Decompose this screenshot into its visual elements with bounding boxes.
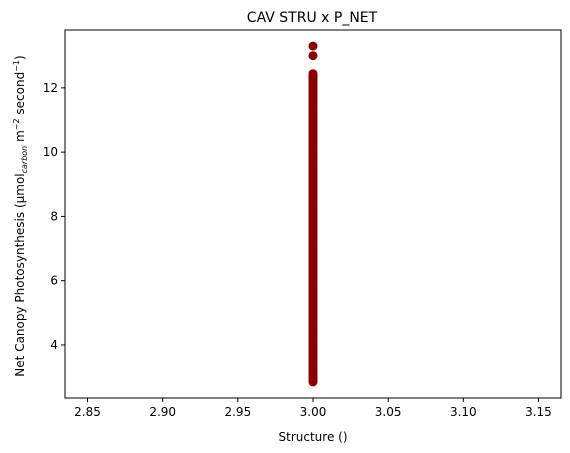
y-axis-title-close: ) (13, 55, 27, 60)
x-tick-label: 2.85 (74, 405, 101, 419)
x-tick-label: 3.00 (300, 405, 327, 419)
y-tick-label: 8 (50, 209, 58, 223)
data-point (309, 51, 318, 60)
chart-title: CAV STRU x P_NET (247, 10, 378, 26)
x-tick-label: 2.95 (224, 405, 251, 419)
y-axis-title-main: Net Canopy Photosynthesis (µmol (13, 173, 27, 376)
x-tick-label: 2.90 (149, 405, 176, 419)
y-axis-title: Net Canopy Photosynthesis (µmolcarbon m−… (12, 55, 29, 376)
x-tick-label: 3.05 (375, 405, 402, 419)
x-axis-ticks: 2.85 2.90 2.95 3.00 3.05 3.10 3.15 (74, 398, 552, 419)
y-axis-title-superscript-1: −2 (12, 118, 21, 130)
y-axis-title-middle: m (13, 130, 27, 146)
y-tick-label: 12 (43, 81, 58, 95)
y-tick-label: 6 (50, 274, 58, 288)
y-axis-title-end: second (13, 72, 27, 119)
y-axis-title-subscript: carbon (20, 146, 29, 174)
data-point (309, 42, 318, 51)
y-tick-label: 4 (50, 338, 58, 352)
x-tick-label: 3.15 (525, 405, 552, 419)
data-points (309, 42, 318, 387)
x-axis-title: Structure () (279, 430, 348, 444)
y-axis-title-superscript-2: −1 (12, 60, 21, 72)
data-point (309, 377, 318, 386)
x-tick-label: 3.10 (450, 405, 477, 419)
data-point (309, 69, 318, 78)
y-tick-label: 10 (43, 145, 58, 159)
y-axis-ticks: 4 6 8 10 12 (43, 81, 65, 352)
